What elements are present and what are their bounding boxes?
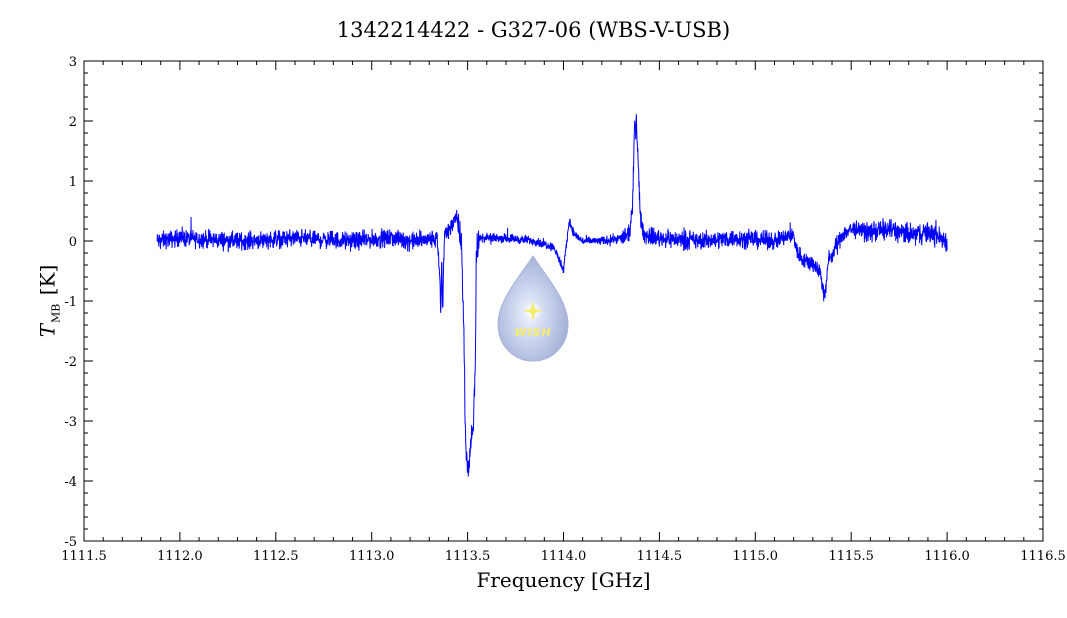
x-tick-label: 1113.0 xyxy=(349,549,395,564)
y-tick-label: -2 xyxy=(64,355,77,370)
y-tick-label: -5 xyxy=(64,535,77,550)
x-tick-label: 1111.5 xyxy=(61,549,107,564)
y-tick-label: 0 xyxy=(69,235,77,250)
x-tick-label: 1115.0 xyxy=(733,549,779,564)
y-tick-label: -4 xyxy=(64,475,77,490)
y-tick-label: 3 xyxy=(69,55,77,70)
y-tick-label: 2 xyxy=(69,115,77,130)
y-tick-label: 1 xyxy=(69,175,77,190)
x-tick-label: 1112.5 xyxy=(253,549,299,564)
plot-frame xyxy=(83,60,1044,542)
wish-logo: WISH xyxy=(497,255,569,362)
x-tick-label: 1113.5 xyxy=(445,549,491,564)
tick-labels: 1111.5 1112.0 1112.5 1113.0 1113.5 1114.0 1114… xyxy=(61,55,1066,564)
y-tick-label: -3 xyxy=(64,415,77,430)
logo-text: WISH xyxy=(514,326,551,339)
chart-title: 1342214422 - G327-06 (WBS-V-USB) xyxy=(336,18,731,42)
x-axis-label: Frequency [GHz] xyxy=(476,568,651,592)
axis-ticks xyxy=(83,60,1044,542)
x-tick-label: 1112.0 xyxy=(157,549,203,564)
spectrum-line xyxy=(156,114,948,477)
x-tick-label: 1115.5 xyxy=(828,549,874,564)
y-tick-label: -1 xyxy=(64,295,77,310)
x-tick-label: 1114.0 xyxy=(541,549,587,564)
x-tick-label: 1116.5 xyxy=(1020,549,1066,564)
x-tick-label: 1114.5 xyxy=(637,549,683,564)
x-tick-label: 1116.0 xyxy=(924,549,970,564)
